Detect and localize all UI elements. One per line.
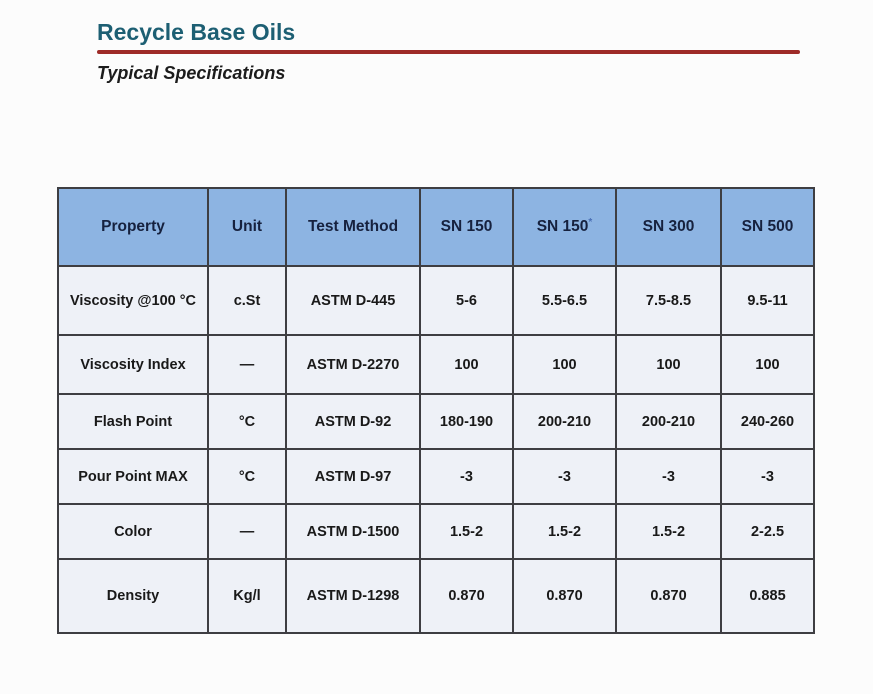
value-cell: 200-210 [512, 393, 617, 450]
value-cell: 0.870 [419, 558, 514, 634]
value-cell: 1.5-2 [615, 503, 722, 560]
property-cell: Flash Point [57, 393, 209, 450]
table-row-flash-point: Flash Point °C ASTM D-92 180-190 200-210 200-… [57, 393, 815, 450]
value-cell: 5-6 [419, 265, 514, 336]
value-cell: 7.5-8.5 [615, 265, 722, 336]
specifications-table: Property Unit Test Method SN 150 SN 150* SN 3… [57, 187, 815, 634]
value-cell: -3 [512, 448, 617, 505]
value-cell: 1.5-2 [419, 503, 514, 560]
value-cell: ASTM D-445 [285, 265, 421, 336]
value-cell: 100 [512, 334, 617, 395]
table-row-viscosity-100-c: Viscosity @100 °C c.St ASTM D-445 5-6 5.5-6.… [57, 265, 815, 336]
column-header-sn-150: SN 150 [419, 187, 514, 267]
column-header-property: Property [57, 187, 209, 267]
property-cell: Color [57, 503, 209, 560]
property-cell: Viscosity @100 °C [57, 265, 209, 336]
value-cell: 2-2.5 [720, 503, 815, 560]
table-row-viscosity-index: Viscosity Index — ASTM D-2270 100 100 100 100 [57, 334, 815, 395]
column-header-test-method: Test Method [285, 187, 421, 267]
property-cell: Pour Point MAX [57, 448, 209, 505]
property-cell: Density [57, 558, 209, 634]
column-header-unit: Unit [207, 187, 287, 267]
value-cell: 0.885 [720, 558, 815, 634]
property-cell: Viscosity Index [57, 334, 209, 395]
asterisk-superscript: * [588, 216, 593, 228]
page-subtitle: Typical Specifications [97, 63, 286, 84]
table-row-pour-point-max: Pour Point MAX °C ASTM D-97 -3 -3 -3 -3 [57, 448, 815, 505]
column-header-sn-300: SN 300 [615, 187, 722, 267]
slide-header: Recycle Base Oils Typical Specifications [97, 19, 803, 84]
value-cell: ASTM D-2270 [285, 334, 421, 395]
value-cell: 0.870 [512, 558, 617, 634]
column-header-sn-150: SN 150* [512, 187, 617, 267]
value-cell: 5.5-6.5 [512, 265, 617, 336]
value-cell: c.St [207, 265, 287, 336]
value-cell: 100 [615, 334, 722, 395]
value-cell: ASTM D-92 [285, 393, 421, 450]
value-cell: 0.870 [615, 558, 722, 634]
value-cell: 1.5-2 [512, 503, 617, 560]
value-cell: 9.5-11 [720, 265, 815, 336]
page-title: Recycle Base Oils [97, 19, 296, 45]
column-header-sn-500: SN 500 [720, 187, 815, 267]
value-cell: -3 [615, 448, 722, 505]
table-body: Viscosity @100 °C c.St ASTM D-445 5-6 5.5-6.… [57, 265, 815, 634]
value-cell: °C [207, 393, 287, 450]
title-underline [97, 50, 800, 55]
value-cell: 100 [419, 334, 514, 395]
value-cell: — [207, 503, 287, 560]
value-cell: 240-260 [720, 393, 815, 450]
value-cell: ASTM D-1298 [285, 558, 421, 634]
table-header-row: Property Unit Test Method SN 150 SN 150* SN 3… [57, 187, 815, 267]
value-cell: ASTM D-97 [285, 448, 421, 505]
value-cell: 180-190 [419, 393, 514, 450]
value-cell: Kg/l [207, 558, 287, 634]
table-row-color: Color — ASTM D-1500 1.5-2 1.5-2 1.5-2 2-2.5 [57, 503, 815, 560]
table-head: Property Unit Test Method SN 150 SN 150* SN 3… [57, 187, 815, 267]
value-cell: 100 [720, 334, 815, 395]
value-cell: °C [207, 448, 287, 505]
value-cell: -3 [720, 448, 815, 505]
value-cell: 200-210 [615, 393, 722, 450]
table-row-density: Density Kg/l ASTM D-1298 0.870 0.870 0.870 0.8… [57, 558, 815, 634]
value-cell: -3 [419, 448, 514, 505]
value-cell: — [207, 334, 287, 395]
value-cell: ASTM D-1500 [285, 503, 421, 560]
